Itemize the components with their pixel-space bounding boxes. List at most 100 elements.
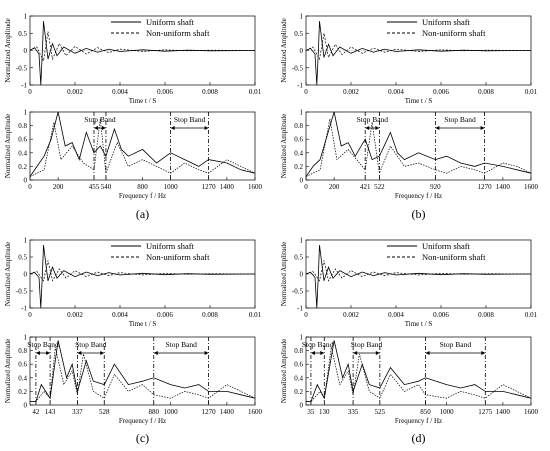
- x-tick-label: 0: [28, 88, 32, 96]
- x-tick-label: 1270: [202, 408, 217, 416]
- stop-band-label: Stop Band: [351, 340, 383, 349]
- y-tick-label: -0.5: [292, 288, 304, 296]
- y-axis-label: Normalized Amplitude: [280, 114, 288, 178]
- x-tick-label: 1600: [248, 408, 263, 416]
- stop-band-arrowhead-right: [101, 126, 106, 130]
- x-tick-label: 0.01: [249, 88, 262, 96]
- y-tick-label: 0.6: [18, 361, 27, 369]
- x-axis-label: Frequency f / Hz: [395, 417, 442, 425]
- x-tick-label: 0.008: [202, 88, 218, 96]
- x-tick-label: 1000: [164, 183, 179, 191]
- x-tick-label: 455: [89, 183, 100, 191]
- stop-band-arrowhead-left: [435, 126, 440, 130]
- x-tick-label: 1400: [220, 408, 235, 416]
- x-tick-label: 0: [28, 311, 32, 319]
- stop-band-label: Stop Band: [75, 340, 107, 349]
- stop-band-label: Stop Band: [27, 340, 59, 349]
- y-tick-label: 0: [24, 47, 28, 55]
- frequency-plot-0: 1 0.8 0.6 0.4 0.2 00 200 455 540 800 1000 1270 1400 1…: [4, 109, 263, 201]
- x-tick-label: 337: [72, 408, 83, 416]
- y-tick-label: 1: [300, 13, 304, 21]
- x-tick-label: 0: [28, 183, 32, 191]
- y-tick-label: 0.2: [294, 388, 303, 396]
- uniform-shaft-line: [30, 340, 256, 403]
- x-tick-label: 850: [420, 408, 431, 416]
- legend-uniform-label: Uniform shaft: [422, 17, 471, 27]
- x-tick-label: 335: [348, 408, 359, 416]
- x-tick-label: 1270: [202, 183, 217, 191]
- frequency-plot-frame: [305, 336, 532, 406]
- y-tick-label: -1: [297, 82, 303, 90]
- x-tick-label: 0.006: [433, 88, 449, 96]
- stop-band-arrowhead-left: [170, 126, 175, 130]
- x-tick-label: 35: [307, 408, 315, 416]
- x-tick-label: 0: [304, 311, 308, 319]
- frequency-plot-frame: [29, 336, 256, 406]
- y-axis-label: Normalized Amplitude: [4, 18, 12, 82]
- y-axis-label: Normalized Amplitude: [4, 242, 12, 306]
- y-tick-label: 1: [24, 237, 28, 245]
- non-uniform-shaft-line: [29, 260, 256, 282]
- time-plot-1: 10.50-0.5-10 0.002 0.004 0.006 0.008 0.01Time…: [280, 13, 538, 106]
- x-tick-label: 1000: [440, 408, 455, 416]
- x-tick-label: 0: [304, 88, 308, 96]
- uniform-shaft-line: [306, 340, 532, 403]
- legend-non-uniform-label: Non-uniform shaft: [146, 28, 210, 38]
- y-tick-label: 0.8: [294, 347, 303, 355]
- x-tick-label: 528: [99, 408, 110, 416]
- x-axis-label: Frequency f / Hz: [119, 417, 166, 425]
- x-tick-label: 1400: [496, 408, 511, 416]
- x-tick-label: 0.002: [67, 311, 83, 319]
- stop-band-arrowhead-right: [480, 126, 485, 130]
- y-tick-label: 0: [24, 177, 28, 185]
- x-tick-label: 200: [329, 183, 340, 191]
- x-tick-label: 522: [374, 183, 385, 191]
- x-tick-label: 0.006: [157, 88, 173, 96]
- y-tick-label: 0.4: [294, 149, 303, 157]
- x-tick-label: 1270: [478, 183, 493, 191]
- non-uniform-shaft-line: [306, 347, 532, 402]
- stop-band-arrowhead-right: [481, 351, 486, 355]
- x-tick-label: 1600: [524, 408, 539, 416]
- x-tick-label: 0: [304, 183, 308, 191]
- non-uniform-shaft-line: [305, 260, 532, 282]
- subplot-caption: (d): [412, 431, 426, 445]
- non-uniform-shaft-line: [30, 347, 256, 402]
- frequency-plot-1: 1 0.8 0.6 0.4 0.2 00 200 421 522 920 1270 1400 1600 F…: [280, 109, 539, 201]
- x-tick-label: 0.006: [433, 311, 449, 319]
- x-tick-label: 0.008: [202, 311, 218, 319]
- frequency-plot-frame: [29, 111, 256, 181]
- y-tick-label: 0: [300, 47, 304, 55]
- stop-band-arrowhead-right: [320, 351, 325, 355]
- y-tick-label: 1: [24, 13, 28, 21]
- stop-band-label: Stop Band: [174, 115, 206, 124]
- y-tick-label: 0.8: [294, 122, 303, 130]
- x-tick-label: 0.004: [112, 88, 128, 96]
- y-tick-label: 0.4: [18, 149, 27, 157]
- y-tick-label: 1: [24, 334, 28, 342]
- x-axis-label: Time t / S: [405, 97, 433, 105]
- y-axis-label: Normalized Amplitude: [4, 339, 12, 403]
- y-tick-label: 0.2: [18, 388, 27, 396]
- non-uniform-shaft-line: [29, 118, 256, 177]
- stop-band-arrowhead-left: [77, 351, 82, 355]
- y-tick-label: 0.6: [18, 136, 27, 144]
- y-tick-label: 0.4: [18, 374, 27, 382]
- stop-band-arrowhead-left: [310, 351, 315, 355]
- y-tick-label: 0: [24, 271, 28, 279]
- x-tick-label: 421: [360, 183, 371, 191]
- y-tick-label: 0.8: [18, 122, 27, 130]
- x-tick-label: 0.002: [343, 311, 359, 319]
- frequency-plot-3: 1 0.8 0.6 0.4 0.2 035 130 335 525 850 1000 1275 1400…: [280, 334, 539, 426]
- y-tick-label: -0.5: [292, 64, 304, 72]
- x-tick-label: 0.01: [525, 88, 538, 96]
- x-tick-label: 1600: [248, 183, 263, 191]
- subplot-caption: (b): [412, 207, 426, 221]
- stop-band-arrowhead-left: [425, 351, 430, 355]
- y-tick-label: 1: [300, 109, 304, 117]
- x-axis-label: Time t / S: [405, 320, 433, 328]
- stop-band-arrowhead-right: [46, 351, 51, 355]
- x-axis-label: Frequency f / Hz: [119, 192, 166, 200]
- legend-non-uniform-label: Non-uniform shaft: [146, 252, 210, 262]
